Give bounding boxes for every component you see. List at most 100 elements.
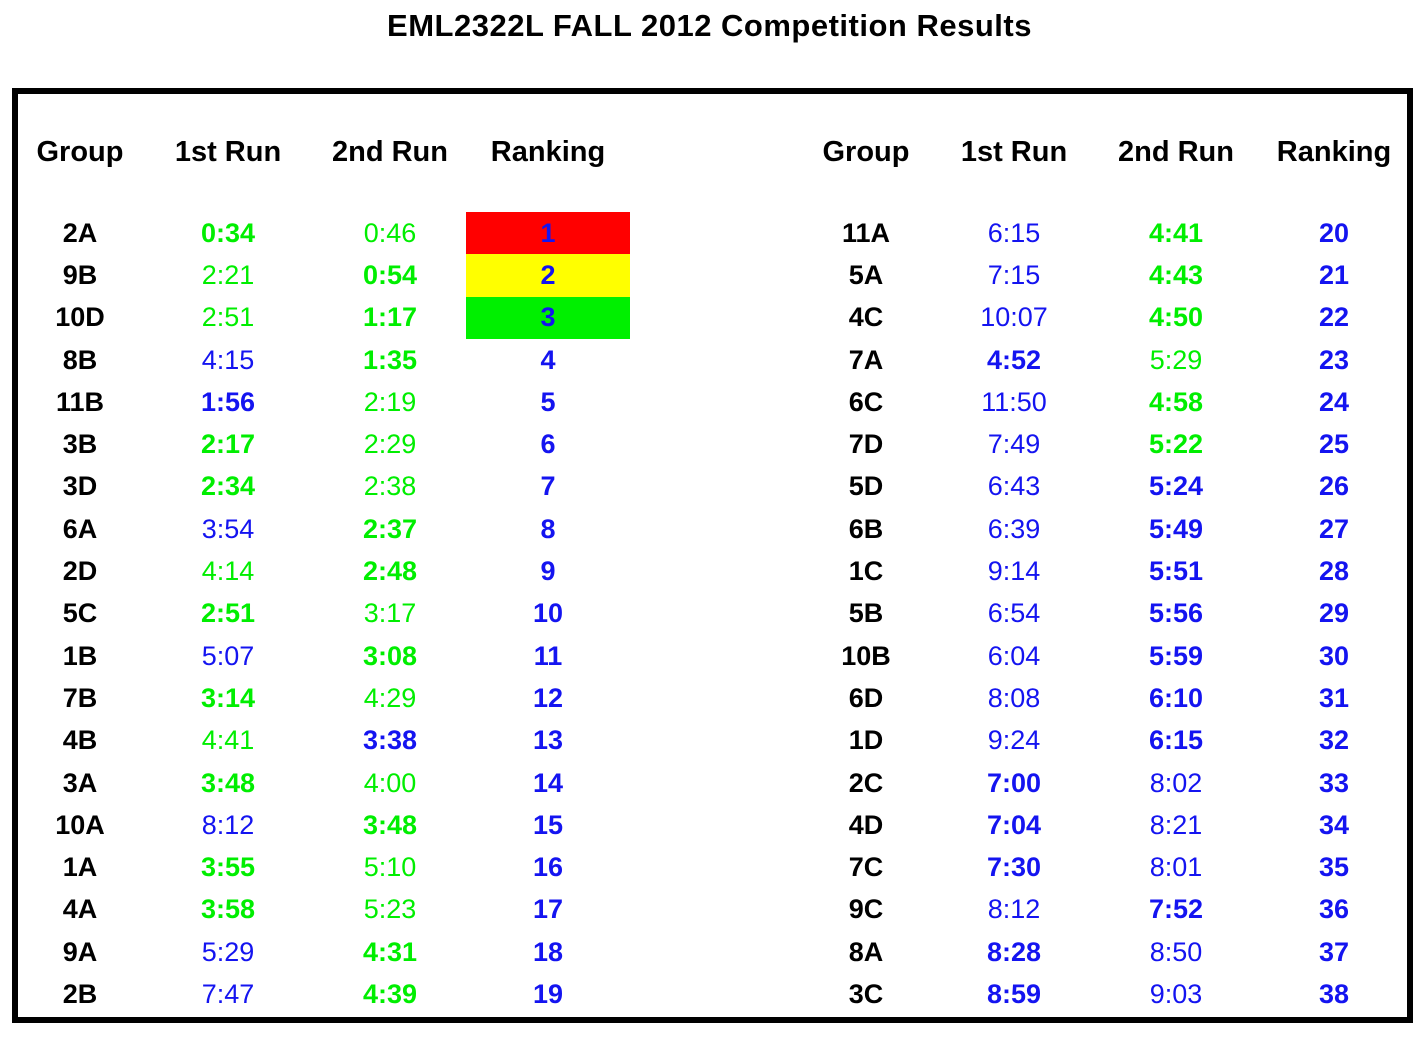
- ranking-cell: 20: [1318, 217, 1350, 248]
- table-rows-right: 11A 6:15 4:41 20 5A 7:15 4:43 21 4C 10:0…: [804, 212, 1416, 1016]
- ranking-cell: 31: [1318, 682, 1350, 713]
- group-cell: 7C: [848, 852, 884, 883]
- table-row: 1D 9:24 6:15 32: [804, 720, 1416, 762]
- first-run-time-cell: 8:12: [201, 809, 255, 840]
- first-run-time-cell: 4:52: [986, 344, 1042, 375]
- first-run-time-cell: 2:34: [200, 471, 256, 502]
- col-header-group: Group: [822, 135, 910, 168]
- ranking-cell: 36: [1318, 894, 1350, 925]
- table-row: 5D 6:43 5:24 26: [804, 466, 1416, 508]
- second-run-time-cell: 5:23: [363, 894, 417, 925]
- group-cell: 4A: [62, 894, 98, 925]
- ranking-cell: 16: [532, 852, 564, 883]
- page-title: EML2322L FALL 2012 Competition Results: [387, 8, 1032, 43]
- first-run-time-cell: 10:07: [980, 302, 1048, 333]
- first-run-time-cell: 6:43: [987, 471, 1041, 502]
- ranking-cell: 1: [466, 212, 630, 255]
- first-run-time-cell: 4:15: [201, 344, 255, 375]
- second-run-time-cell: 8:01: [1149, 852, 1203, 883]
- group-cell: 8A: [848, 936, 884, 967]
- group-cell: 7D: [848, 429, 884, 460]
- ranking-cell: 4: [540, 344, 556, 375]
- first-run-time-cell: 2:17: [200, 429, 256, 460]
- second-run-time-cell: 5:51: [1148, 556, 1204, 587]
- table-row: 7C 7:30 8:01 35: [804, 846, 1416, 888]
- first-run-time-cell: 6:39: [987, 513, 1041, 544]
- table-row: 4B 4:41 3:38 13: [18, 720, 630, 762]
- first-run-time-cell: 8:12: [987, 894, 1041, 925]
- table-row: 9B 2:21 0:54 2: [18, 254, 630, 297]
- second-run-time-cell: 4:43: [1148, 259, 1204, 290]
- table-header-left: Group 1st Run 2nd Run Ranking: [18, 131, 630, 173]
- second-run-time-cell: 2:19: [363, 386, 417, 417]
- group-cell: 6C: [848, 386, 884, 417]
- second-run-time-cell: 5:59: [1148, 640, 1204, 671]
- table-row: 10A 8:12 3:48 15: [18, 804, 630, 846]
- second-run-time-cell: 8:02: [1149, 767, 1203, 798]
- table-rows-left: 2A 0:34 0:46 1 9B 2:21 0:54 2 10D 2:51 1…: [18, 212, 630, 1016]
- second-run-time-cell: 0:46: [363, 217, 417, 248]
- group-cell: 11A: [841, 217, 891, 248]
- group-cell: 1C: [848, 556, 884, 587]
- table-row: 9C 8:12 7:52 36: [804, 889, 1416, 931]
- second-run-time-cell: 8:50: [1149, 936, 1203, 967]
- first-run-time-cell: 7:30: [986, 852, 1042, 883]
- ranking-cell: 32: [1318, 725, 1350, 756]
- ranking-cell: 9: [540, 556, 556, 587]
- ranking-cell: 5: [540, 386, 556, 417]
- ranking-cell: 25: [1318, 429, 1350, 460]
- group-cell: 5B: [848, 598, 884, 629]
- first-run-time-cell: 2:51: [201, 302, 255, 333]
- table-row: 6D 8:08 6:10 31: [804, 677, 1416, 719]
- first-run-time-cell: 5:07: [201, 640, 255, 671]
- second-run-time-cell: 5:10: [363, 852, 417, 883]
- first-run-time-cell: 9:14: [987, 556, 1041, 587]
- group-cell: 9B: [62, 259, 98, 290]
- group-cell: 1B: [62, 640, 98, 671]
- table-row: 2D 4:14 2:48 9: [18, 550, 630, 592]
- group-cell: 8B: [62, 344, 98, 375]
- table-row: 3B 2:17 2:29 6: [18, 423, 630, 465]
- table-row: 7D 7:49 5:22 25: [804, 423, 1416, 465]
- table-row: 7B 3:14 4:29 12: [18, 677, 630, 719]
- table-row: 11A 6:15 4:41 20: [804, 212, 1416, 254]
- col-header-first-run: 1st Run: [960, 135, 1068, 168]
- second-run-time-cell: 4:50: [1148, 302, 1204, 333]
- second-run-time-cell: 5:29: [1149, 344, 1203, 375]
- first-run-time-cell: 6:04: [987, 640, 1041, 671]
- first-run-time-cell: 7:15: [987, 259, 1041, 290]
- ranking-cell: 8: [540, 513, 556, 544]
- col-header-second-run: 2nd Run: [1118, 135, 1234, 168]
- second-run-time-cell: 5:24: [1148, 471, 1204, 502]
- first-run-time-cell: 3:48: [200, 767, 256, 798]
- ranking-cell: 23: [1318, 344, 1350, 375]
- results-table-left: Group 1st Run 2nd Run Ranking 2A 0:34 0:…: [18, 131, 630, 1016]
- first-run-time-cell: 8:59: [986, 978, 1042, 1009]
- second-run-time-cell: 3:08: [362, 640, 418, 671]
- table-row: 7A 4:52 5:29 23: [804, 339, 1416, 381]
- second-run-time-cell: 1:35: [362, 344, 418, 375]
- ranking-cell: 15: [532, 809, 564, 840]
- group-cell: 2C: [848, 767, 884, 798]
- ranking-cell: 19: [532, 978, 564, 1009]
- second-run-time-cell: 3:48: [362, 809, 418, 840]
- group-cell: 7A: [848, 344, 884, 375]
- ranking-cell: 18: [532, 936, 564, 967]
- second-run-time-cell: 8:21: [1149, 809, 1203, 840]
- second-run-time-cell: 4:29: [363, 682, 417, 713]
- second-run-time-cell: 2:29: [363, 429, 417, 460]
- first-run-time-cell: 3:14: [200, 682, 256, 713]
- table-row: 8B 4:15 1:35 4: [18, 339, 630, 381]
- group-cell: 4D: [848, 809, 884, 840]
- group-cell: 9C: [848, 894, 884, 925]
- col-header-ranking: Ranking: [490, 135, 606, 168]
- table-row: 4D 7:04 8:21 34: [804, 804, 1416, 846]
- ranking-cell: 10: [532, 598, 564, 629]
- ranking-cell: 22: [1318, 302, 1350, 333]
- table-row: 2A 0:34 0:46 1: [18, 212, 630, 255]
- first-run-time-cell: 7:49: [987, 429, 1041, 460]
- second-run-time-cell: 2:37: [362, 513, 418, 544]
- second-run-time-cell: 4:58: [1148, 386, 1204, 417]
- second-run-time-cell: 4:31: [362, 936, 418, 967]
- group-cell: 3A: [62, 767, 98, 798]
